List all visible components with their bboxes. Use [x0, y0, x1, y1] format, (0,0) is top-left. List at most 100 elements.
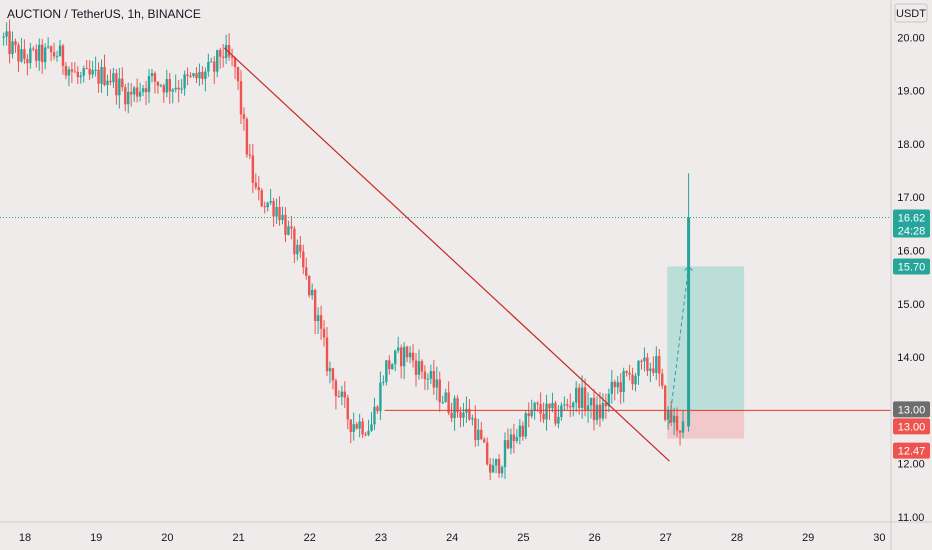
candle-body	[619, 382, 622, 393]
candle-body	[497, 458, 501, 474]
candle-body	[38, 44, 41, 61]
candle-body	[376, 406, 379, 412]
candle-body	[459, 412, 462, 418]
candle-body	[14, 41, 17, 46]
candle-body	[361, 421, 364, 435]
candle-body	[41, 44, 44, 63]
last-price-tag-bg	[893, 209, 930, 238]
candle-body	[417, 361, 421, 375]
candle-body	[224, 45, 228, 58]
candle-body	[82, 68, 85, 76]
candle-body	[221, 56, 225, 58]
time-tick-label: 26	[588, 532, 600, 544]
candle-body	[290, 226, 293, 229]
price-tick-label: 15.00	[897, 299, 925, 311]
candle-body	[195, 73, 198, 79]
candle-body	[88, 68, 91, 75]
candle-body	[435, 379, 438, 388]
time-tick-label: 19	[90, 532, 102, 544]
candle-body	[675, 415, 679, 431]
candle-body	[242, 114, 246, 119]
candle-body	[168, 79, 171, 92]
time-axis[interactable]: 18 19 20 21 22 23 24 25 26 27 28 29 30	[19, 532, 886, 544]
candle-body	[186, 74, 189, 76]
candle-body	[147, 76, 151, 93]
candle-body	[23, 49, 26, 59]
candle-body	[563, 404, 566, 406]
candle-body	[607, 393, 611, 407]
candle-body	[370, 424, 373, 431]
candle-body	[284, 214, 287, 235]
candle-body	[577, 387, 581, 408]
candle-body	[115, 73, 118, 96]
projection-arrowhead	[684, 265, 693, 271]
candle-body	[530, 410, 533, 417]
candle-body	[649, 368, 652, 371]
candle-body	[239, 81, 243, 115]
candle-body	[165, 79, 169, 93]
candle-body	[100, 67, 103, 84]
candle-body	[32, 48, 35, 50]
candle-body	[287, 226, 290, 235]
line-price-tag-bg	[893, 401, 930, 418]
price-tick-label: 14.00	[897, 352, 925, 364]
candle-body	[373, 406, 376, 425]
candle-body	[500, 467, 504, 474]
candle-body	[112, 73, 115, 83]
candle-body	[269, 201, 272, 203]
candle-body	[58, 45, 62, 57]
candle-body	[420, 361, 424, 372]
candle-body	[586, 405, 590, 410]
candle-body	[456, 398, 459, 413]
candle-body	[118, 78, 121, 96]
candle-body	[352, 424, 355, 432]
price-tick-label: 20.00	[897, 32, 925, 44]
candle-body	[322, 328, 326, 338]
candle-body	[337, 396, 341, 398]
time-tick-label: 28	[731, 532, 743, 544]
candle-body	[245, 118, 249, 155]
stop-price-tag: 12.47	[898, 446, 926, 458]
candle-body	[580, 387, 584, 408]
last-price-tag: 16.62	[898, 212, 926, 224]
candle-body	[429, 371, 433, 379]
candle-body	[257, 187, 260, 191]
time-tick-label: 30	[873, 532, 885, 544]
candle-body	[640, 360, 643, 362]
drawings[interactable]	[0, 47, 891, 462]
currency-badge[interactable]	[894, 3, 928, 23]
target-zone	[667, 266, 745, 411]
candle-body	[299, 244, 302, 252]
candle-body	[201, 71, 204, 79]
trendline[interactable]	[223, 47, 670, 462]
candle-body	[560, 405, 563, 417]
candle-body	[524, 413, 527, 437]
candle-body	[319, 315, 323, 329]
candle-body	[441, 401, 444, 403]
candle-body	[628, 372, 631, 375]
candle-body	[156, 81, 160, 86]
candle-body	[408, 352, 412, 358]
price-tick-label: 16.00	[897, 246, 925, 258]
candle-body	[43, 47, 47, 63]
candle-body	[180, 88, 183, 90]
candle-body	[382, 381, 385, 383]
candle-body	[216, 50, 219, 72]
projection-line	[668, 266, 690, 424]
candle-body	[233, 57, 237, 68]
candle-body	[230, 56, 234, 58]
candle-body	[171, 89, 174, 92]
candle-body	[17, 45, 20, 62]
candle-body	[397, 347, 400, 351]
candle-body	[402, 346, 406, 367]
candle-body	[278, 207, 281, 221]
candle-body	[583, 387, 587, 410]
candle-body	[76, 72, 80, 78]
currency-label: USDT	[896, 8, 926, 20]
candle-body	[391, 364, 394, 370]
candle-body	[557, 416, 560, 424]
candle-body	[367, 430, 370, 435]
candle-body	[29, 48, 32, 64]
